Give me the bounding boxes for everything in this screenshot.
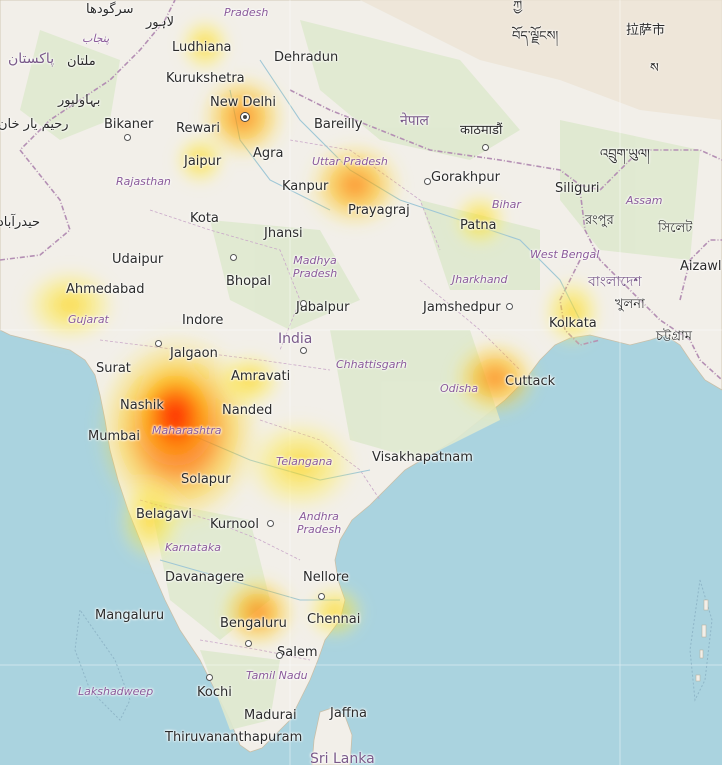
- heatmap-layer: [20, 15, 604, 650]
- andaman-islands: [695, 599, 709, 682]
- heat-spot-amravati: [215, 350, 285, 410]
- heat-spot-prayagraj: [305, 140, 405, 230]
- heat-spot-bengaluru: [218, 574, 298, 650]
- heat-spot-cuttack: [450, 338, 540, 418]
- heat-spot-patna: [450, 190, 510, 250]
- heat-spot-gujarat: [20, 265, 120, 345]
- heat-spot-chennai: [303, 582, 367, 642]
- plateau: [360, 0, 722, 120]
- terrain-patches: [20, 20, 700, 730]
- land-srilanka: [311, 707, 353, 765]
- heat-spot-jaipur: [172, 132, 228, 188]
- heat-spot-telangana: [240, 415, 360, 515]
- heat-spot-ludhiana: [177, 15, 233, 75]
- heat-spot-karnataka-west: [115, 475, 185, 565]
- heat-spot-maharashtra-core: [130, 360, 220, 470]
- heat-spot-kolkata: [540, 274, 604, 350]
- islands: [74, 579, 713, 721]
